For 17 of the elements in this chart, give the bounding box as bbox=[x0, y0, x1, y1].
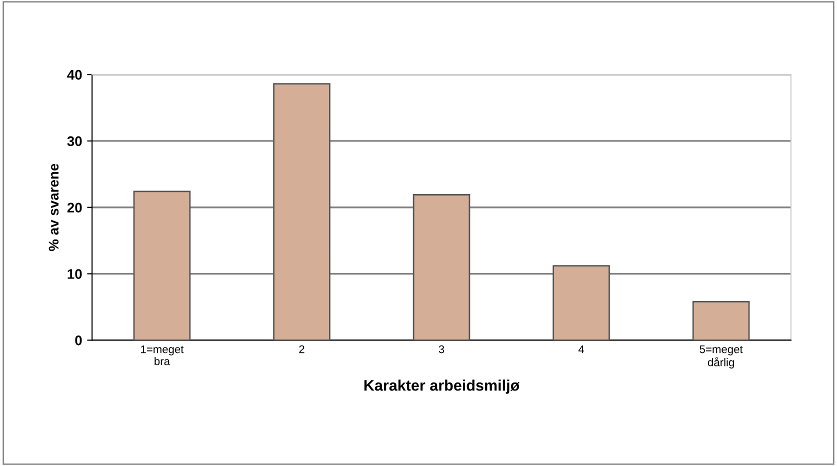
y-tick-label: 10 bbox=[68, 269, 82, 279]
bar bbox=[552, 265, 610, 340]
bar bbox=[273, 83, 330, 340]
x-axis-title: Karakter arbeidsmiljø bbox=[364, 380, 520, 394]
y-tick-label: 20 bbox=[67, 202, 82, 213]
x-tick-label: 5=meget dårlig bbox=[700, 345, 743, 368]
x-tick-label: 4 bbox=[578, 345, 584, 354]
y-tick-label: 30 bbox=[67, 136, 82, 146]
x-tick-label: 3 bbox=[438, 345, 444, 354]
bar bbox=[133, 190, 191, 340]
y-axis-title: % av svarene bbox=[48, 164, 59, 252]
x-tick-label: 2 bbox=[299, 345, 304, 354]
x-tick-label: 1=meget bra bbox=[141, 345, 184, 366]
bar bbox=[692, 300, 750, 340]
y-tick-label: 40 bbox=[67, 70, 82, 80]
bar bbox=[412, 194, 470, 340]
y-tick-label: 0 bbox=[75, 336, 82, 346]
